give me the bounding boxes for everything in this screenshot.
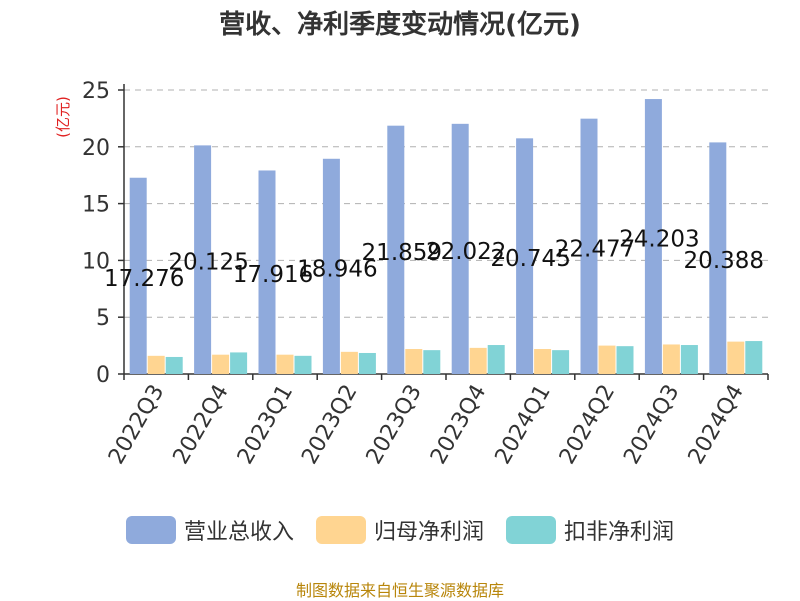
data-label: 18.946 — [297, 256, 377, 282]
data-label: 20.125 — [168, 250, 248, 276]
bar-3 — [165, 356, 183, 374]
x-tick-label: 2024Q2 — [555, 381, 620, 469]
y-tick-label: 25 — [82, 79, 110, 104]
legend-item[interactable]: 归母净利润 — [315, 514, 484, 546]
y-tick-label: 0 — [96, 363, 110, 388]
bar-2 — [405, 349, 423, 374]
bar-2 — [276, 354, 294, 374]
bar-2 — [662, 344, 680, 374]
y-axis-label: (亿元) — [54, 96, 72, 138]
bar-1 — [644, 99, 662, 374]
bar-3 — [616, 346, 634, 374]
bar-3 — [680, 345, 698, 374]
bar-3 — [358, 352, 376, 374]
bar-3 — [552, 350, 570, 374]
bar-1 — [322, 158, 340, 374]
x-tick-label: 2023Q1 — [233, 381, 298, 469]
data-label: 20.745 — [490, 246, 570, 272]
legend-swatch — [125, 516, 176, 544]
source-footer: 制图数据来自恒生聚源数据库 — [295, 581, 504, 600]
legend-label: 扣非净利润 — [564, 520, 675, 545]
data-label: 22.477 — [555, 236, 635, 262]
y-tick-label: 20 — [82, 136, 110, 161]
bar-2 — [534, 349, 552, 374]
bar-1 — [580, 118, 598, 374]
data-label: 17.916 — [233, 262, 313, 288]
legend: 营业总收入 归母净利润 扣非净利润 — [0, 514, 800, 546]
legend-label: 归母净利润 — [373, 520, 484, 545]
y-tick-label: 5 — [96, 306, 110, 331]
bar-2 — [212, 354, 230, 374]
bar-3 — [230, 352, 248, 374]
bar-1 — [129, 177, 147, 374]
data-label: 21.859 — [362, 240, 442, 266]
chart-title: 营收、净利季度变动情况(亿元) — [219, 10, 581, 40]
bar-1 — [258, 170, 276, 374]
bar-2 — [727, 341, 745, 374]
bar-1 — [194, 145, 212, 374]
bar-3 — [294, 355, 312, 374]
x-tick-label: 2022Q4 — [168, 381, 233, 469]
legend-swatch — [506, 516, 556, 544]
x-tick-label: 2023Q4 — [426, 381, 491, 469]
x-tick-label: 2024Q4 — [684, 381, 749, 469]
x-tick-label: 2023Q3 — [362, 381, 427, 469]
data-label: 20.388 — [684, 248, 764, 274]
x-tick-label: 2022Q3 — [104, 381, 169, 469]
y-tick-label: 10 — [82, 249, 110, 274]
legend-item[interactable]: 扣非净利润 — [506, 514, 674, 546]
x-tick-label: 2023Q2 — [297, 381, 362, 469]
data-label: 22.022 — [426, 239, 506, 265]
bar-3 — [745, 341, 763, 374]
y-tick-label: 15 — [82, 193, 110, 218]
bar-2 — [598, 345, 616, 374]
bar-3 — [487, 345, 505, 374]
bar-1 — [709, 142, 727, 374]
bar-2 — [340, 351, 358, 374]
data-label: 24.203 — [619, 227, 699, 253]
bar-1 — [516, 138, 534, 374]
legend-label: 营业总收入 — [183, 520, 294, 545]
bar-1 — [451, 123, 469, 374]
bar-3 — [423, 350, 441, 374]
legend-item[interactable]: 营业总收入 — [125, 514, 294, 546]
bar-1 — [387, 125, 405, 374]
x-tick-label: 2024Q1 — [490, 381, 555, 469]
bar-2 — [147, 355, 165, 374]
legend-swatch — [315, 516, 366, 544]
data-label: 17.276 — [104, 266, 184, 292]
x-tick-label: 2024Q3 — [619, 381, 684, 469]
bar-2 — [469, 347, 487, 374]
